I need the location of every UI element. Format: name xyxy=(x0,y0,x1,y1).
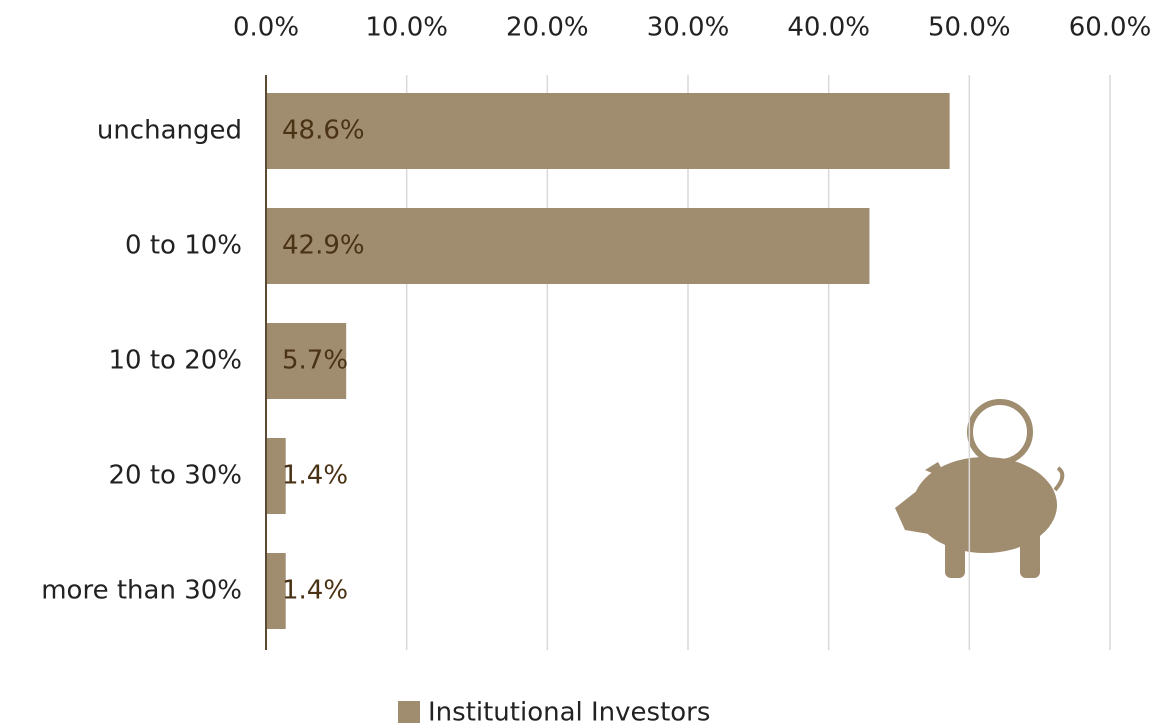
bar xyxy=(266,208,870,284)
legend-label: Institutional Investors xyxy=(428,698,710,725)
data-label: 42.9% xyxy=(282,231,365,261)
x-tick-label: 30.0% xyxy=(647,13,730,43)
bar xyxy=(266,323,347,399)
x-tick-label: 20.0% xyxy=(506,13,589,43)
data-label: 48.6% xyxy=(282,116,365,146)
pig-icon xyxy=(895,399,1065,578)
x-tick-label: 40.0% xyxy=(787,13,870,43)
bar xyxy=(266,553,286,629)
data-label: 1.4% xyxy=(282,576,348,606)
y-tick-label: unchanged xyxy=(97,116,242,146)
x-tick-label: 60.0% xyxy=(1069,13,1152,43)
y-tick-label: 10 to 20% xyxy=(108,346,242,376)
x-tick-label: 0.0% xyxy=(233,13,299,43)
y-tick-label: more than 30% xyxy=(41,576,242,606)
x-tick-label: 10.0% xyxy=(365,13,448,43)
x-tick-label: 50.0% xyxy=(928,13,1011,43)
bar xyxy=(266,438,286,514)
legend-swatch xyxy=(398,701,420,723)
y-tick-label: 0 to 10% xyxy=(125,231,242,261)
bar xyxy=(266,93,950,169)
y-tick-label: 20 to 30% xyxy=(108,461,242,491)
data-label: 1.4% xyxy=(282,461,348,491)
data-label: 5.7% xyxy=(282,346,348,376)
